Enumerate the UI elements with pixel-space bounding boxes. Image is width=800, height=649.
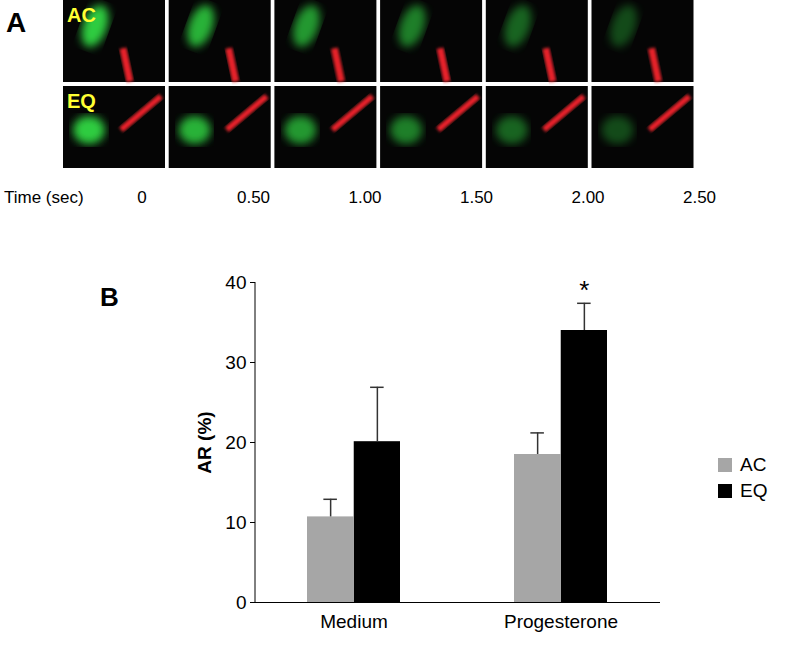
svg-text:1.00: 1.00 <box>348 188 381 207</box>
svg-text:0: 0 <box>236 592 247 613</box>
svg-text:2.50: 2.50 <box>683 188 716 207</box>
html-text:B: B <box>100 282 119 312</box>
svg-text:AR (%): AR (%) <box>194 411 215 473</box>
html-text:EQ: EQ <box>740 480 768 501</box>
svg-text:1.50: 1.50 <box>460 188 493 207</box>
svg-text:40: 40 <box>225 272 246 293</box>
svg-text:2.00: 2.00 <box>571 188 604 207</box>
svg-text:10: 10 <box>225 512 246 533</box>
svg-text:30: 30 <box>225 352 246 373</box>
svg-text:EQ: EQ <box>67 90 96 112</box>
svg-text:*: * <box>579 275 589 305</box>
svg-text:Time (sec): Time (sec) <box>4 188 84 207</box>
svg-text:Medium: Medium <box>320 611 388 632</box>
html-text:AC: AC <box>740 454 767 475</box>
svg-text:0.50: 0.50 <box>237 188 270 207</box>
svg-text:Progesterone: Progesterone <box>504 611 618 632</box>
svg-text:A: A <box>6 7 26 38</box>
svg-text:20: 20 <box>225 432 246 453</box>
svg-text:AC: AC <box>67 4 96 26</box>
svg-text:0: 0 <box>137 188 146 207</box>
